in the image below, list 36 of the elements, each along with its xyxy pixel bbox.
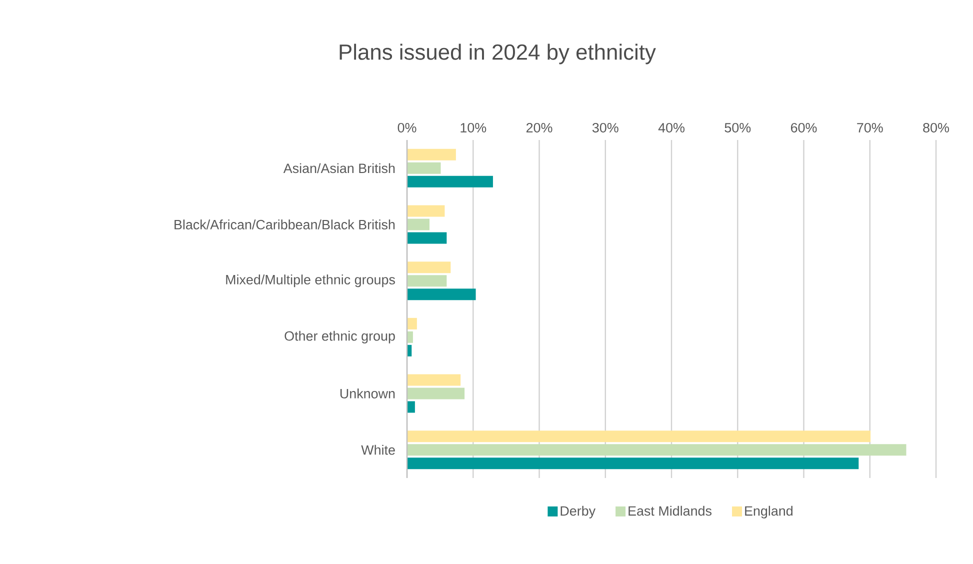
bar xyxy=(407,162,441,174)
y-tick-label: Other ethnic group xyxy=(284,330,395,344)
legend-label: Derby xyxy=(560,506,596,518)
bar xyxy=(407,262,451,274)
x-tick-label: 30% xyxy=(592,122,618,132)
bar xyxy=(407,232,447,244)
x-tick-label: 60% xyxy=(790,122,817,132)
bar xyxy=(407,331,413,343)
bar xyxy=(407,444,906,456)
bar xyxy=(407,288,476,300)
x-tick-label: 40% xyxy=(658,122,684,132)
y-tick-label: Mixed/Multiple ethnic groups xyxy=(226,274,395,288)
x-tick-label: 10% xyxy=(460,122,486,132)
bar xyxy=(407,218,430,230)
x-tick-label: 50% xyxy=(724,122,751,132)
x-tick-label: 70% xyxy=(857,122,883,132)
x-tick-label: 80% xyxy=(923,122,949,132)
y-tick-label: White xyxy=(361,444,395,455)
bar xyxy=(407,275,447,287)
y-tick-label: Unknown xyxy=(340,388,395,398)
bar xyxy=(407,388,465,400)
legend-label: England xyxy=(745,506,792,518)
y-tick-label: Asian/Asian British xyxy=(283,163,395,174)
bar xyxy=(407,430,871,442)
legend-label: East Midlands xyxy=(628,506,712,516)
bar xyxy=(407,318,417,330)
x-tick-label: 0% xyxy=(398,122,416,132)
bar xyxy=(407,458,859,470)
bar xyxy=(407,374,461,386)
bar xyxy=(407,148,456,160)
bar xyxy=(407,176,493,188)
x-tick-label: 20% xyxy=(526,122,552,132)
bar xyxy=(407,205,445,217)
bar xyxy=(407,401,415,413)
y-tick-label: Black/African/Caribbean/Black British xyxy=(174,220,395,230)
chart-title: Plans issued in 2024 by ethnicity xyxy=(340,44,656,64)
